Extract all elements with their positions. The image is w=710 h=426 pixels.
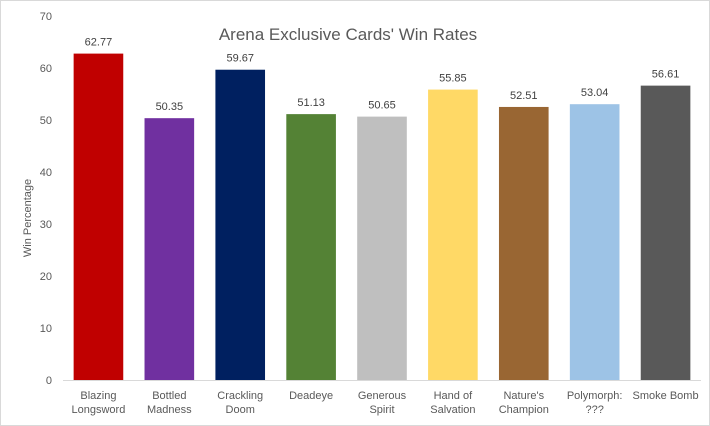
bar <box>640 85 691 381</box>
x-category-label-line: Polymorph: <box>567 390 623 402</box>
x-category-label: Bottled Madness <box>147 390 192 416</box>
x-category-label-line: Madness <box>147 404 192 416</box>
x-category-label: Blazing Longsword <box>72 390 126 416</box>
bar <box>569 104 620 380</box>
x-category-label-line: Doom <box>226 404 255 416</box>
x-category-label: Generous Spirit <box>358 390 407 416</box>
x-category-label-line: Blazing <box>80 390 116 402</box>
y-tick-label: 20 <box>40 271 52 283</box>
data-labels: 62.77 50.35 59.67 51.13 50.65 55.85 52.51 53.04… <box>85 37 680 114</box>
bar-value-label: 62.77 <box>85 37 113 49</box>
x-category-label-line: Smoke Bomb <box>633 390 699 402</box>
y-axis-ticks: 0 10 20 30 40 50 60 70 <box>40 11 52 387</box>
category-labels: Blazing Longsword Bottled Madness Crackling D… <box>72 390 699 416</box>
bar-value-label: 51.13 <box>297 97 325 109</box>
x-category-label-line: Champion <box>499 404 549 416</box>
bar-value-label: 50.35 <box>156 101 184 113</box>
y-tick-label: 60 <box>40 63 52 75</box>
x-category-label-line: Spirit <box>369 404 394 416</box>
y-tick-label: 40 <box>40 167 52 179</box>
bar <box>215 69 266 380</box>
x-category-label-line: Salvation <box>430 404 475 416</box>
bar <box>286 114 336 381</box>
bar <box>428 89 478 380</box>
bar-value-label: 50.65 <box>368 100 396 112</box>
bar <box>73 53 124 380</box>
y-axis-title: Win Percentage <box>22 179 34 257</box>
x-category-label-line: Generous <box>358 390 407 402</box>
x-category-label-line: Hand of <box>434 390 473 402</box>
bar <box>357 116 407 381</box>
bar-value-label: 52.51 <box>510 90 538 102</box>
bar-value-label: 56.61 <box>652 69 680 81</box>
chart-title: Arena Exclusive Cards' Win Rates <box>219 25 477 44</box>
x-category-label-line: Longsword <box>72 404 126 416</box>
bar <box>144 118 195 381</box>
y-tick-label: 50 <box>40 115 52 127</box>
x-category-label-line: Deadeye <box>289 390 333 402</box>
x-category-label: Smoke Bomb <box>633 390 699 402</box>
x-category-label: Polymorph:??? <box>567 390 623 416</box>
bar-value-label: 59.67 <box>226 53 254 65</box>
bar-value-label: 53.04 <box>581 87 609 99</box>
y-tick-label: 0 <box>46 375 52 387</box>
x-category-label: Crackling Doom <box>217 390 263 416</box>
y-tick-label: 30 <box>40 219 52 231</box>
x-category-label-line: ??? <box>585 404 603 416</box>
x-category-label: Hand of Salvation <box>430 390 475 416</box>
x-category-label-line: Bottled <box>152 390 186 402</box>
bars <box>73 53 691 381</box>
x-category-label: Nature's Champion <box>499 390 549 416</box>
x-category-label: Deadeye <box>289 390 333 402</box>
x-category-label-line: Crackling <box>217 390 263 402</box>
y-tick-label: 70 <box>40 11 52 23</box>
y-tick-label: 10 <box>40 323 52 335</box>
bar <box>498 106 549 380</box>
bar-value-label: 55.85 <box>439 73 467 85</box>
x-category-label-line: Nature's <box>503 390 544 402</box>
